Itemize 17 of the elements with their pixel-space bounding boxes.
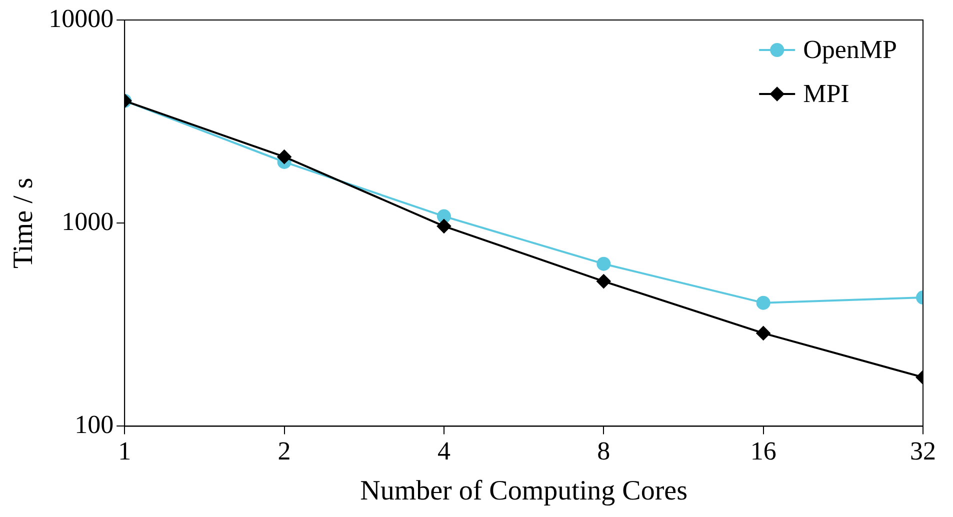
- point: [596, 256, 611, 271]
- y-axis-title: Time / s: [8, 178, 40, 268]
- point: [436, 219, 451, 234]
- x-tick-label: 4: [437, 436, 450, 466]
- y-tick-label: 10000: [48, 4, 114, 33]
- x-tick-label: 1: [118, 436, 132, 466]
- legend-label: OpenMP: [803, 34, 898, 64]
- x-tick-label: 8: [597, 436, 610, 466]
- x-axis-title: Number of Computing Cores: [360, 476, 688, 507]
- x-tick-label: 16: [750, 436, 776, 466]
- y-tick-label: 100: [74, 410, 114, 440]
- point: [596, 274, 611, 288]
- x-tick-label: 2: [278, 436, 291, 466]
- x-tick-label: 32: [910, 436, 936, 466]
- legend-label: MPI: [803, 78, 850, 108]
- point: [277, 150, 292, 164]
- y-tick-label: 1000: [62, 206, 114, 236]
